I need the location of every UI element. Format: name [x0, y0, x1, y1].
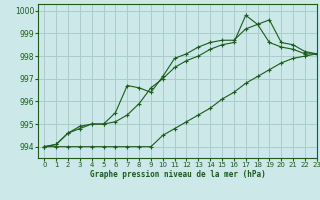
X-axis label: Graphe pression niveau de la mer (hPa): Graphe pression niveau de la mer (hPa): [90, 170, 266, 179]
